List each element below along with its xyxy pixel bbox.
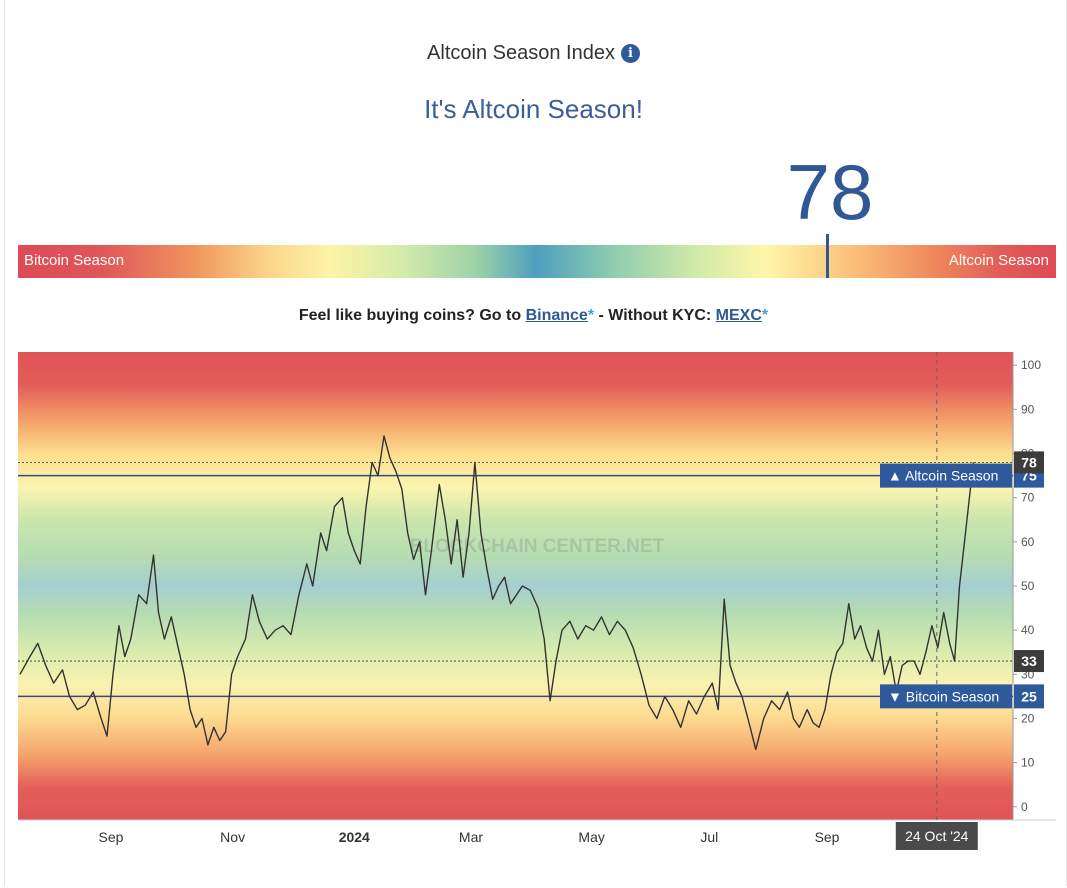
x-tick-label: Nov (220, 829, 245, 845)
value-markers: 78 33 (18, 451, 1044, 673)
binance-star: * (587, 307, 595, 324)
y-tick-label: 70 (1021, 491, 1035, 505)
gauge-altcoin-label: Altcoin Season (948, 252, 1049, 269)
gauge-marker (826, 234, 830, 278)
y-tick-label: 50 (1021, 579, 1035, 593)
y-axis-area (1013, 352, 1056, 820)
reference-label-box (880, 463, 1012, 488)
x-tick-label: 2024 (339, 829, 370, 845)
season-headline: It's Altcoin Season! (424, 94, 643, 124)
watermark-text: BLOCKCHAIN CENTER.NET (410, 536, 665, 557)
reference-value-box (1014, 684, 1044, 709)
y-tick-label: 40 (1021, 623, 1035, 637)
y-tick-label: 0 (1021, 800, 1028, 814)
chart-background (18, 352, 1013, 820)
x-tick-label: Sep (99, 829, 124, 845)
y-tick-label: 10 (1021, 756, 1035, 770)
info-icon[interactable]: i (620, 44, 640, 63)
x-tick-label: May (578, 829, 604, 845)
watermark: BLOCKCHAIN CENTER.NET (410, 536, 665, 557)
binance-link[interactable]: Binance (525, 307, 588, 324)
reference-label-text: ▼ Bitcoin Season (888, 688, 999, 704)
x-tick-label: Mar (459, 829, 483, 845)
current-index-value: 78 (786, 148, 874, 236)
cursor-date-text: 24 Oct '24 (905, 828, 969, 844)
marker-label: 78 (1021, 454, 1037, 470)
promo-text-2: - Without KYC: (598, 307, 712, 324)
promo-text-1: Feel like buying coins? Go to (298, 307, 522, 324)
mexc-link[interactable]: MEXC (715, 307, 762, 324)
y-tick-label: 100 (1021, 358, 1041, 372)
cursor-date-box (895, 822, 978, 850)
reference-labels: ▲ Altcoin Season 75▼ Bitcoin Season 25 (880, 463, 1044, 709)
x-axis-ticks: Sep Nov 2024 Mar May Jul Sep (99, 829, 840, 845)
x-tick-label: Jul (700, 829, 718, 845)
y-tick-label: 60 (1021, 535, 1035, 549)
season-gauge: Bitcoin Season Altcoin Season (18, 234, 1056, 278)
y-tick-label: 90 (1021, 402, 1035, 416)
gauge-bitcoin-label: Bitcoin Season (24, 252, 125, 269)
mexc-star: * (761, 307, 769, 324)
marker-box (1014, 650, 1044, 673)
reference-label-box (880, 684, 1012, 709)
series-line (19, 435, 975, 751)
marker-label: 33 (1021, 653, 1037, 669)
reference-lines (18, 474, 1013, 698)
cursor-date-label: 24 Oct '24 (895, 822, 978, 850)
x-tick-label: Sep (815, 829, 840, 845)
y-tick-label: 20 (1021, 711, 1035, 725)
y-axis-ticks: 0102030405060708090100 (1013, 358, 1041, 814)
promo-line: Feel like buying coins? Go to Binance* -… (0, 307, 1067, 325)
marker-box (1014, 451, 1044, 474)
index-title-row: Altcoin Season Index i (0, 42, 1067, 65)
reference-label-text: ▲ Altcoin Season (888, 468, 998, 484)
reference-value-text: 25 (1021, 688, 1037, 704)
index-title: Altcoin Season Index (427, 42, 615, 64)
